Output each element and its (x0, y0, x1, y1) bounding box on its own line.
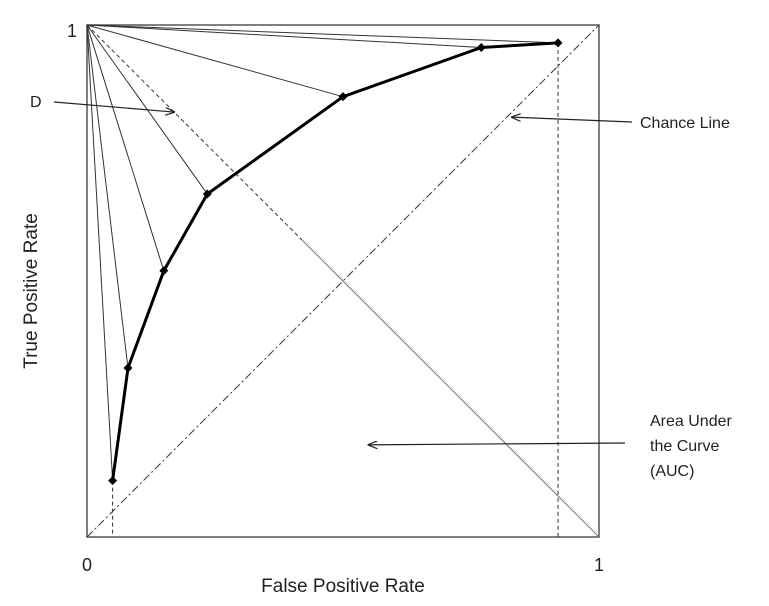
reference-lines (86, 24, 600, 538)
fan-lines (86, 24, 559, 481)
plot-frame (86, 24, 600, 538)
auc-label-line-3: (AUC) (650, 463, 694, 480)
fan-line-5 (86, 24, 344, 98)
diagonal-line-dashed (86, 24, 303, 241)
roc-curve (111, 41, 559, 481)
roc-point-2 (123, 363, 133, 373)
x-tick-0: 0 (82, 555, 92, 575)
arrow-auc (369, 443, 626, 445)
y-tick-1: 1 (67, 21, 77, 41)
auc-label-line-2: the Curve (650, 438, 719, 455)
x-axis-title: False Positive Rate (261, 576, 425, 597)
x-tick-1: 1 (594, 555, 604, 575)
roc-point-5 (338, 92, 348, 102)
roc-point-7 (553, 38, 563, 48)
fan-line-7 (86, 24, 559, 44)
fan-line-6 (86, 24, 482, 49)
roc-point-6 (476, 43, 486, 53)
diagonal-line-solid (301, 239, 600, 538)
chance-line (86, 24, 600, 538)
y-axis-title: True Positive Rate (21, 213, 42, 369)
annotation-chance-line-label: Chance Line (640, 115, 730, 132)
annotation-auc-label: Area Under the Curve (AUC) (650, 413, 736, 480)
arrow-chance (512, 117, 633, 123)
roc-point-3 (159, 266, 169, 276)
auc-label-line-1: Area Under (650, 413, 732, 430)
fan-line-1 (86, 24, 114, 481)
fan-line-3 (86, 24, 165, 271)
roc-points (108, 38, 563, 486)
roc-point-4 (202, 189, 212, 199)
drop-lines (112, 42, 559, 537)
annotation-d-label: D (30, 94, 42, 111)
fan-line-2 (86, 24, 129, 369)
arrow-d (53, 101, 174, 112)
annotation-arrows (53, 101, 633, 445)
roc-point-1 (108, 476, 118, 486)
